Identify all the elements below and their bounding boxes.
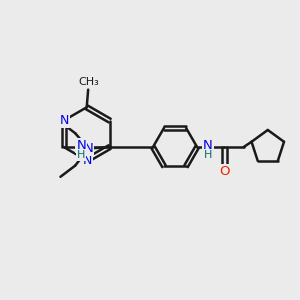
Text: H: H	[203, 150, 212, 160]
Text: N: N	[203, 140, 213, 152]
Text: N: N	[84, 142, 93, 155]
Text: CH₃: CH₃	[78, 77, 99, 87]
Text: H: H	[77, 150, 86, 160]
Text: O: O	[219, 165, 230, 178]
Text: N: N	[82, 154, 92, 167]
Text: N: N	[76, 140, 86, 152]
Text: N: N	[60, 114, 69, 127]
